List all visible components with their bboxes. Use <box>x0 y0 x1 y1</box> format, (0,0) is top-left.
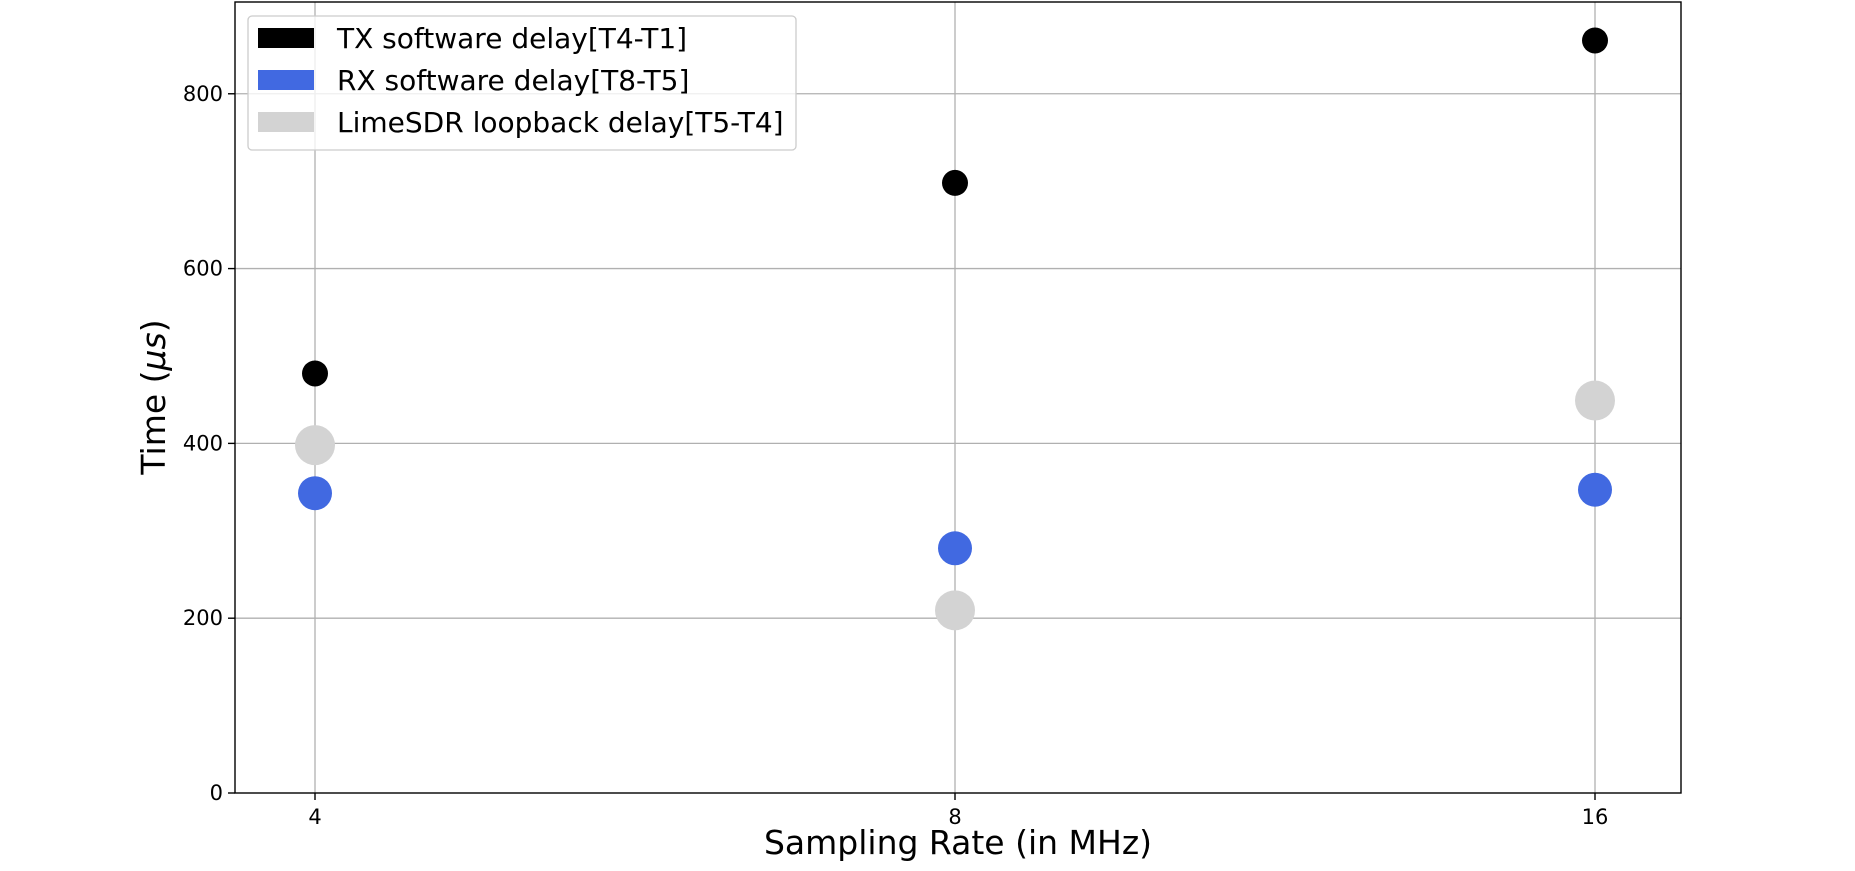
x-tick-label: 4 <box>308 805 321 829</box>
legend-swatch <box>258 112 314 132</box>
data-point-series-2 <box>938 531 972 566</box>
axes-layer <box>234 1 1682 794</box>
data-point-series-3 <box>1575 380 1615 421</box>
legend-frame <box>247 15 797 151</box>
data-point-series-1 <box>942 169 968 196</box>
ticks-layer: 4 8 16 0 200 400 600 800 <box>183 82 1608 829</box>
y-axis-label-prefix: Time ( <box>134 370 173 475</box>
y-tick-label: 200 <box>183 606 223 630</box>
x-axis-label: Sampling Rate (in MHz) <box>764 823 1152 862</box>
plot-area-frame <box>234 1 1682 794</box>
data-point-series-3 <box>295 425 335 466</box>
legend-swatch <box>258 28 314 48</box>
y-tick-label: 800 <box>183 82 223 106</box>
y-tick-label: 400 <box>183 431 223 455</box>
y-axis-label-unit: μs <box>134 332 173 371</box>
legend-label: RX software delay[T8-T5] <box>337 64 689 97</box>
y-tick-label: 0 <box>210 781 223 805</box>
data-points-layer <box>295 27 1615 631</box>
legend-label: TX software delay[T4-T1] <box>336 22 687 55</box>
legend: TX software delay[T4-T1] RX software dela… <box>247 15 797 151</box>
data-point-series-3 <box>935 590 975 631</box>
data-point-series-2 <box>298 476 332 511</box>
data-point-series-2 <box>1578 472 1612 507</box>
y-axis-label: Time (μs) <box>134 319 173 475</box>
y-tick-label: 600 <box>183 257 223 281</box>
x-tick-label: 16 <box>1582 805 1609 829</box>
data-point-series-1 <box>302 360 328 387</box>
data-point-series-1 <box>1582 27 1608 54</box>
legend-swatch <box>258 70 314 90</box>
y-axis-label-suffix: ) <box>134 319 173 332</box>
legend-label: LimeSDR loopback delay[T5-T4] <box>337 106 784 139</box>
x-tick-label: 8 <box>948 805 961 829</box>
